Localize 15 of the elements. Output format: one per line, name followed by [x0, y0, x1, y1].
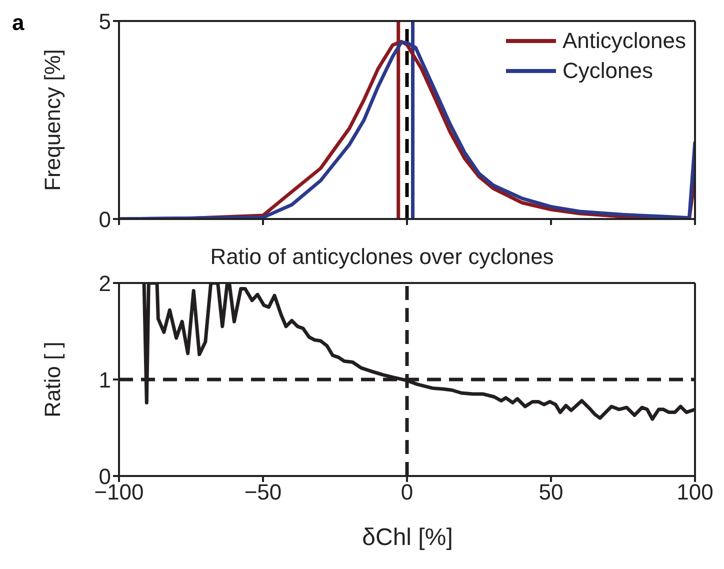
chart-title: Ratio of anticyclones over cyclones: [209, 244, 555, 270]
x-tick-label: −50: [244, 480, 282, 505]
y-tick-label: 0: [98, 206, 111, 232]
y-tick-label: 2: [98, 270, 111, 296]
legend-label: Cyclones: [562, 57, 653, 85]
y-tick-label: 1: [98, 367, 111, 392]
x-tick-label: 100: [676, 480, 714, 505]
legend-label: Anticyclones: [562, 27, 686, 55]
y-axis-title: Frequency [%]: [40, 49, 65, 191]
x-axis-title: δChl [%]: [361, 524, 454, 552]
x-tick-label: 50: [538, 480, 564, 505]
text: a: [12, 10, 24, 36]
x-tick-label: 0: [400, 480, 414, 505]
y-axis-title: Ratio [ ]: [40, 342, 65, 418]
y-tick-label: 5: [98, 8, 111, 34]
